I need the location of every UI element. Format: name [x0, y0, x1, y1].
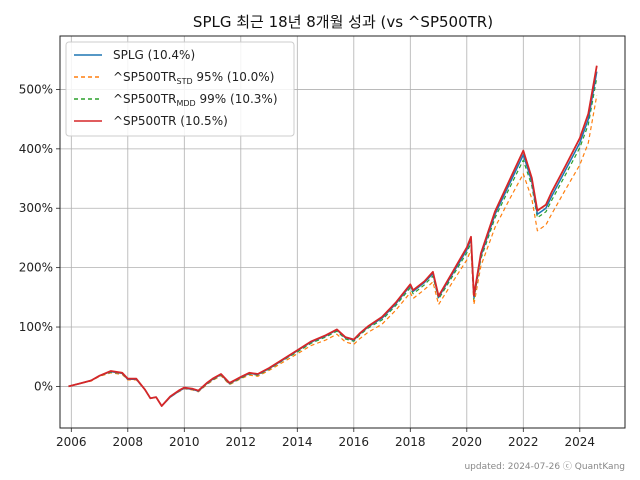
chart-title: SPLG 최근 18년 8개월 성과 (vs ^SP500TR) — [193, 13, 493, 31]
plot-frame — [59, 35, 626, 429]
series-layer — [68, 65, 598, 407]
x-tick-label: 2010 — [169, 435, 200, 449]
y-tick-label: 0% — [34, 379, 53, 393]
x-axis: 2006 2008 2010 2012 2014 2016 2018 2020 2022 2024 — [56, 428, 595, 449]
x-tick-label: 2008 — [113, 435, 144, 449]
legend-entry: ^SP500TR (10.5%) — [113, 114, 228, 128]
x-tick-label: 2012 — [226, 435, 257, 449]
x-tick-label: 2024 — [565, 435, 596, 449]
x-tick-label: 2016 — [339, 435, 370, 449]
legend: SPLG (10.4%) ^SP500TRSTD 95% (10.0%) ^SP50… — [65, 41, 295, 137]
x-tick-label: 2020 — [452, 435, 483, 449]
legend-box — [65, 41, 295, 137]
legend-entry: SPLG (10.4%) — [113, 48, 195, 62]
legend-entry: ^SP500TRMDD 99% (10.3%) — [113, 92, 278, 108]
y-tick-label: 200% — [19, 261, 53, 275]
footer-credit: updated: 2024-07-26 ⓒ QuantKang — [464, 461, 625, 472]
x-tick-label: 2006 — [56, 435, 87, 449]
legend-entry: ^SP500TRSTD 95% (10.0%) — [113, 70, 274, 86]
y-tick-label: 400% — [19, 142, 53, 156]
y-axis: 0% 100% 200% 300% 400% 500% — [19, 82, 60, 393]
x-tick-label: 2022 — [508, 435, 539, 449]
y-tick-label: 100% — [19, 320, 53, 334]
y-tick-label: 300% — [19, 201, 53, 215]
x-tick-label: 2018 — [395, 435, 426, 449]
y-tick-label: 500% — [19, 82, 53, 96]
x-tick-label: 2014 — [282, 435, 313, 449]
series-line-4 — [68, 65, 598, 407]
